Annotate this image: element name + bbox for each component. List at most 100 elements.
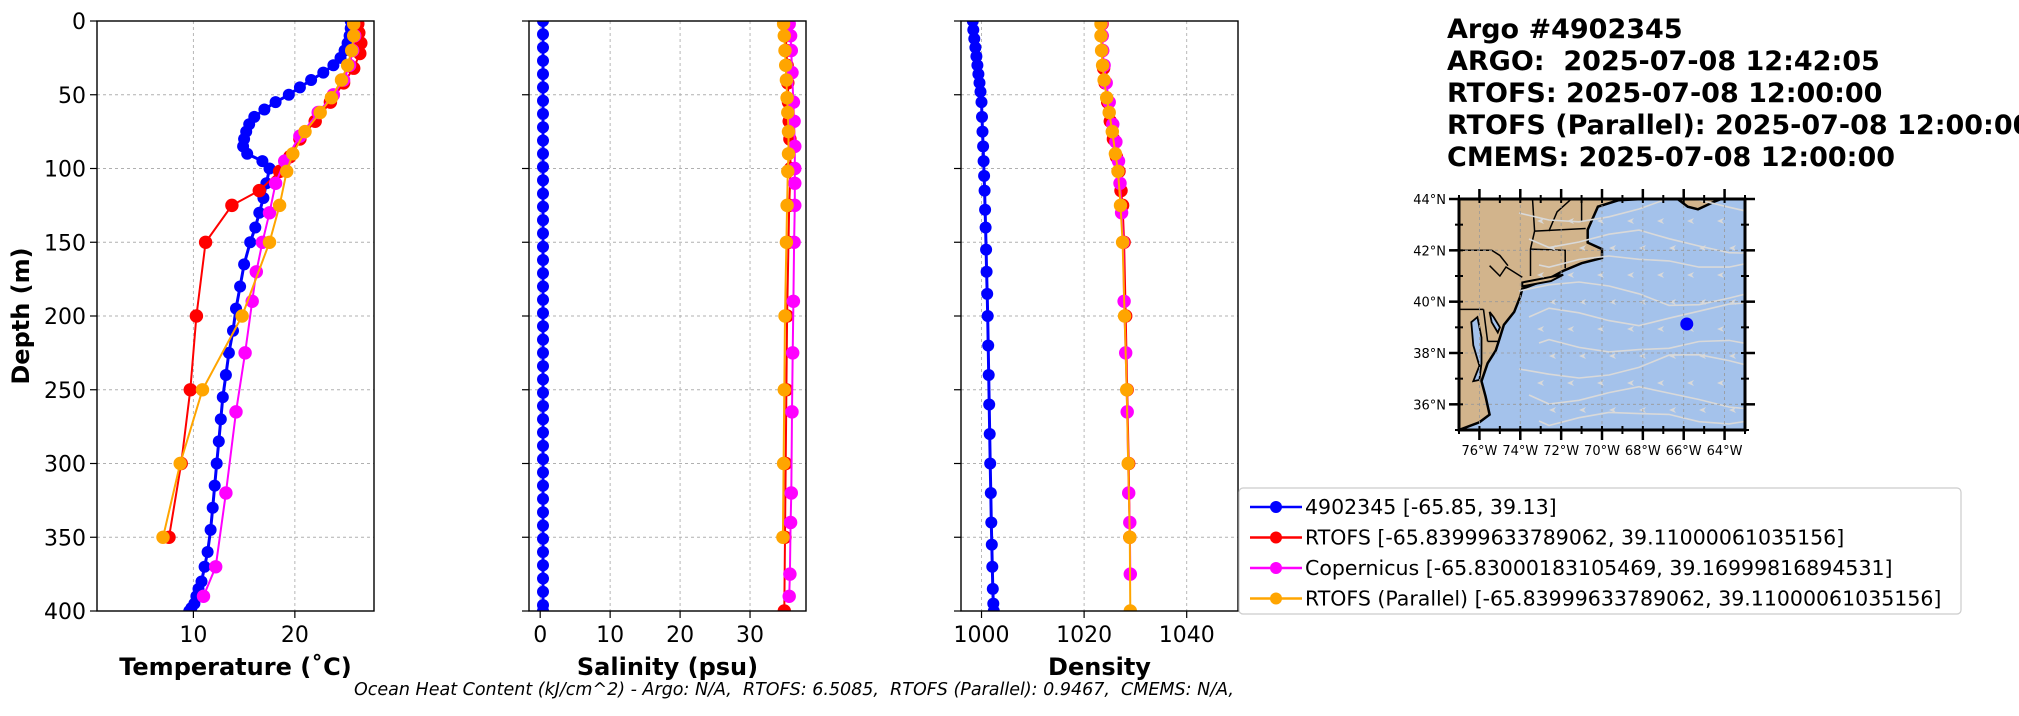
data-point-argo xyxy=(537,307,549,320)
data-point-argo xyxy=(317,66,330,79)
data-point-rtofs_parallel xyxy=(781,164,795,179)
data-point-rtofs_parallel xyxy=(272,198,287,213)
data-point-argo xyxy=(537,21,549,27)
data-point-argo xyxy=(206,501,219,514)
data-point-argo xyxy=(967,23,980,36)
data-point-argo xyxy=(537,134,549,147)
data-point-rtofs_parallel xyxy=(781,124,796,139)
data-point-argo xyxy=(537,466,549,479)
data-point-rtofs xyxy=(777,604,792,611)
data-point-argo xyxy=(537,532,549,545)
data-point-argo xyxy=(537,94,549,107)
data-point-rtofs_parallel xyxy=(780,198,794,213)
map-lon-label: 76°W xyxy=(1461,444,1497,459)
current-arrow xyxy=(1537,272,1544,278)
argo-float-title: Argo #4902345 xyxy=(1447,14,1683,45)
data-point-argo xyxy=(980,265,993,278)
current-arrow xyxy=(1609,245,1616,251)
current-streamline xyxy=(1528,302,1745,327)
current-arrow xyxy=(1729,299,1736,305)
map-lon-label: 72°W xyxy=(1543,444,1579,459)
argo-float-marker xyxy=(1680,317,1694,331)
data-point-argo xyxy=(985,516,998,529)
data-point-rtofs_parallel xyxy=(777,29,792,43)
y-tick-label: 350 xyxy=(44,526,86,551)
legend-marker-rtofs_parallel xyxy=(1270,592,1282,605)
x-axis-label: Temperature (˚C) xyxy=(119,653,352,681)
data-point-argo xyxy=(269,96,282,109)
current-arrow xyxy=(1717,380,1724,386)
current-arrow xyxy=(1717,218,1724,224)
data-point-rtofs xyxy=(183,383,198,397)
data-point-argo xyxy=(537,373,549,386)
x-tick-label: 0 xyxy=(533,623,547,648)
current-arrow xyxy=(1609,353,1616,359)
current-arrow xyxy=(1627,380,1634,386)
data-point-argo xyxy=(537,41,549,54)
current-arrow xyxy=(1537,380,1544,386)
data-point-argo xyxy=(537,320,549,333)
current-arrow xyxy=(1579,407,1586,413)
data-point-copernicus xyxy=(208,560,223,574)
data-point-argo xyxy=(974,85,987,98)
data-point-rtofs_parallel xyxy=(778,309,792,323)
data-point-copernicus xyxy=(229,405,243,419)
data-point-rtofs_parallel xyxy=(1121,456,1135,471)
data-point-argo xyxy=(537,267,549,280)
data-point-argo xyxy=(263,162,276,175)
current-arrow xyxy=(1567,326,1574,332)
data-point-rtofs_parallel xyxy=(1094,43,1109,58)
data-point-argo xyxy=(537,187,549,200)
rtofs-timestamp: RTOFS: 2025-07-08 12:00:00 xyxy=(1447,78,1883,109)
legend-box xyxy=(1238,487,1962,615)
data-point-rtofs_parallel xyxy=(156,530,170,545)
map-lon-label: 64°W xyxy=(1707,444,1743,459)
map-lat-label: 44°N xyxy=(1413,193,1446,208)
legend-label-rtofs: RTOFS [-65.83999633789062, 39.1100006103… xyxy=(1305,526,1844,550)
current-arrow xyxy=(1627,218,1634,224)
data-point-copernicus xyxy=(1113,176,1127,191)
data-point-argo xyxy=(978,169,991,182)
data-point-argo xyxy=(970,50,983,63)
current-arrow xyxy=(1687,218,1694,224)
data-point-argo xyxy=(976,125,989,138)
location-map: 44°N 42°N 40°N 38°N 36°N 76°W 74°W 72°W 70°W 68°W… xyxy=(1413,189,1755,459)
data-point-rtofs_parallel xyxy=(780,90,794,105)
data-point-argo xyxy=(976,110,988,123)
data-point-argo xyxy=(244,236,257,249)
data-point-rtofs_parallel xyxy=(324,90,339,105)
data-point-argo xyxy=(537,240,549,253)
current-arrow xyxy=(1717,326,1724,332)
data-point-argo xyxy=(282,88,295,101)
data-point-argo xyxy=(537,346,549,359)
current-arrow xyxy=(1687,272,1694,278)
data-point-rtofs xyxy=(198,235,213,250)
data-point-argo xyxy=(981,310,994,322)
data-point-argo xyxy=(537,28,549,41)
data-point-rtofs_parallel xyxy=(781,105,795,120)
x-tick-label: 30 xyxy=(736,623,764,648)
data-point-argo xyxy=(212,435,225,448)
data-point-rtofs xyxy=(189,309,204,323)
data-point-argo xyxy=(222,346,235,359)
data-point-argo xyxy=(985,538,998,551)
data-point-argo xyxy=(234,280,247,293)
data-point-argo xyxy=(305,74,318,86)
land-nova-scotia xyxy=(1676,199,1725,211)
data-point-rtofs_parallel xyxy=(334,73,349,87)
data-point-rtofs_parallel xyxy=(1099,90,1114,105)
data-point-rtofs_parallel xyxy=(1113,198,1128,213)
current-arrow xyxy=(1567,218,1574,224)
series-line-rtofs_parallel xyxy=(162,23,355,538)
data-point-argo xyxy=(977,155,990,168)
data-point-argo xyxy=(537,107,549,120)
data-point-rtofs_parallel xyxy=(776,456,791,471)
x-axis-label: Salinity (psu) xyxy=(577,653,758,681)
current-arrow xyxy=(1669,353,1676,359)
data-point-argo xyxy=(537,400,549,412)
data-point-copernicus xyxy=(196,589,211,604)
bay xyxy=(1470,315,1483,383)
data-point-rtofs_parallel xyxy=(1111,164,1125,179)
data-point-rtofs_parallel xyxy=(344,43,359,58)
